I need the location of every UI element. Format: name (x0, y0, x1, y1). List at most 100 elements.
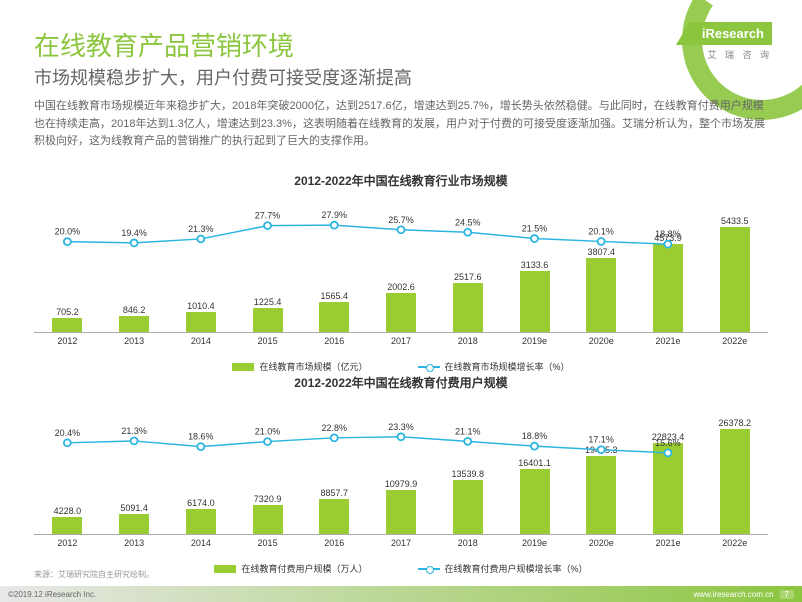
x-axis-label: 2018 (434, 336, 501, 346)
page-title: 在线教育产品营销环境 (34, 26, 294, 63)
bar (253, 308, 283, 332)
bar (453, 283, 483, 332)
bar-col: 5433.5 (701, 193, 768, 332)
bar-col: 4228.0 (34, 395, 101, 534)
x-axis-label: 2017 (368, 538, 435, 548)
bar-value-label: 5091.4 (120, 503, 148, 513)
bar-value-label: 3807.4 (587, 247, 615, 257)
bar-value-label: 22823.4 (652, 432, 685, 442)
logo-subtitle: 艾 瑞 咨 询 (676, 48, 772, 61)
x-axis-label: 2013 (101, 538, 168, 548)
x-axis-label: 2019e (501, 336, 568, 346)
chart1-area: 705.2 846.2 1010.4 1225.4 1565.4 2002.6 … (34, 193, 768, 333)
line-swatch (418, 363, 440, 371)
bar (52, 517, 82, 534)
x-axis-label: 2019e (501, 538, 568, 548)
bar-col: 4573.9 (635, 193, 702, 332)
bar-value-label: 1225.4 (254, 297, 282, 307)
bar-value-label: 6174.0 (187, 498, 215, 508)
x-axis-label: 2012 (34, 538, 101, 548)
bar-col: 1565.4 (301, 193, 368, 332)
bar-col: 19485.3 (568, 395, 635, 534)
bar-value-label: 8857.7 (321, 488, 349, 498)
chart1-legend: 在线教育市场规模（亿元） 在线教育市场规模增长率（%） (34, 360, 768, 373)
x-axis-label: 2014 (167, 336, 234, 346)
bar-value-label: 2517.6 (454, 272, 482, 282)
x-axis-label: 2014 (167, 538, 234, 548)
bar-col: 5091.4 (101, 395, 168, 534)
bar (386, 490, 416, 534)
bar (319, 302, 349, 332)
bar (520, 469, 550, 534)
bar (653, 443, 683, 534)
bar (453, 480, 483, 534)
bar-value-label: 13539.8 (452, 469, 485, 479)
bar-col: 1010.4 (167, 193, 234, 332)
legend-bar-label: 在线教育付费用户规模（万人） (241, 562, 367, 575)
bar-value-label: 26378.2 (718, 418, 751, 428)
x-axis-label: 2013 (101, 336, 168, 346)
bar (586, 456, 616, 534)
logo: iResearch 艾 瑞 咨 询 (676, 22, 772, 61)
x-axis-label: 2017 (368, 336, 435, 346)
bar-col: 8857.7 (301, 395, 368, 534)
source-note: 来源：艾瑞研究院自主研究绘制。 (34, 569, 154, 580)
x-axis-label: 2022e (701, 336, 768, 346)
bar-col: 705.2 (34, 193, 101, 332)
x-axis-label: 2015 (234, 538, 301, 548)
bar-col: 2002.6 (368, 193, 435, 332)
bar (586, 258, 616, 332)
x-axis-label: 2021e (635, 336, 702, 346)
bar-value-label: 4228.0 (54, 506, 82, 516)
line-swatch (418, 565, 440, 573)
chart2-title: 2012-2022年中国在线教育付费用户规模 (34, 374, 768, 391)
chart1-title: 2012-2022年中国在线教育行业市场规模 (34, 172, 768, 189)
chart2-area: 4228.0 5091.4 6174.0 7320.9 8857.7 10979… (34, 395, 768, 535)
footer: ©2019.12 iResearch Inc. www.iresearch.co… (0, 586, 802, 602)
x-axis-label: 2012 (34, 336, 101, 346)
bar (720, 429, 750, 534)
footer-url: www.iresearch.com.cn (694, 590, 774, 599)
bar (186, 509, 216, 534)
page-number: 7 (780, 590, 794, 599)
bar (653, 244, 683, 332)
legend-line-label: 在线教育市场规模增长率（%） (445, 360, 570, 373)
bar-value-label: 7320.9 (254, 494, 282, 504)
bar-col: 6174.0 (167, 395, 234, 534)
x-axis-label: 2020e (568, 538, 635, 548)
bar-col: 22823.4 (635, 395, 702, 534)
bar-value-label: 2002.6 (387, 282, 415, 292)
bar-value-label: 3133.6 (521, 260, 549, 270)
bar-col: 846.2 (101, 193, 168, 332)
x-axis-label: 2021e (635, 538, 702, 548)
bar-col: 3133.6 (501, 193, 568, 332)
bar-value-label: 846.2 (123, 305, 146, 315)
bar (119, 316, 149, 332)
logo-brand: iResearch (676, 22, 772, 45)
bar-value-label: 1010.4 (187, 301, 215, 311)
x-axis-label: 2015 (234, 336, 301, 346)
chart-user-scale: 2012-2022年中国在线教育付费用户规模 4228.0 5091.4 617… (34, 374, 768, 575)
chart-market-size: 2012-2022年中国在线教育行业市场规模 705.2 846.2 1010.… (34, 172, 768, 373)
bar (319, 499, 349, 534)
bar-value-label: 10979.9 (385, 479, 418, 489)
bar (253, 505, 283, 534)
bar-col: 26378.2 (701, 395, 768, 534)
x-axis-label: 2022e (701, 538, 768, 548)
bar-col: 1225.4 (234, 193, 301, 332)
x-axis-label: 2016 (301, 538, 368, 548)
bar (119, 514, 149, 534)
bar-col: 16401.1 (501, 395, 568, 534)
bar (52, 318, 82, 332)
bar-col: 3807.4 (568, 193, 635, 332)
bar-col: 13539.8 (434, 395, 501, 534)
x-axis-label: 2018 (434, 538, 501, 548)
bar-value-label: 1565.4 (321, 291, 349, 301)
bar (720, 227, 750, 332)
bar-value-label: 19485.3 (585, 445, 618, 455)
bar (520, 271, 550, 332)
x-axis-label: 2016 (301, 336, 368, 346)
bar-value-label: 16401.1 (518, 458, 551, 468)
bar-value-label: 5433.5 (721, 216, 749, 226)
page-subtitle: 市场规模稳步扩大，用户付费可接受度逐渐提高 (34, 64, 412, 90)
